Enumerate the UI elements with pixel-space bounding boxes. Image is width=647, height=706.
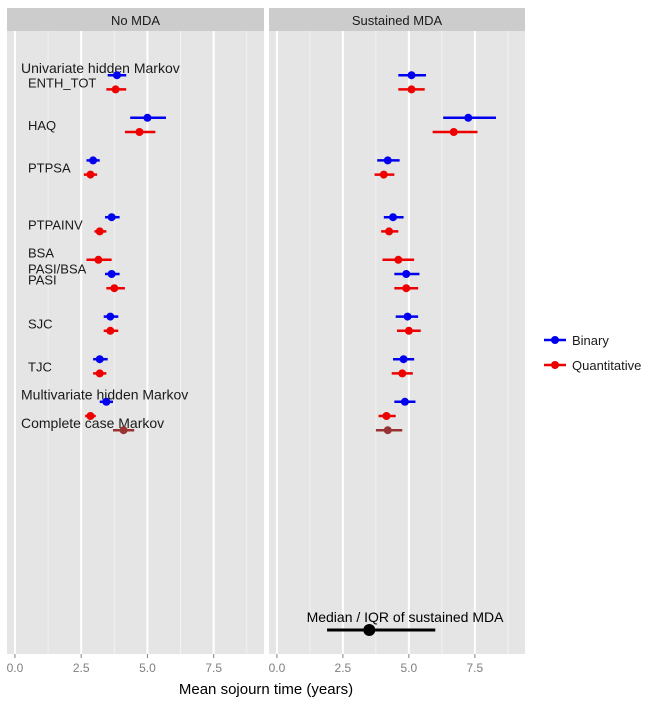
estimate-point: [119, 426, 128, 435]
legend-label: Binary: [572, 333, 609, 348]
facet-label: No MDA: [111, 13, 160, 28]
x-tick-label: 2.5: [73, 661, 90, 675]
estimate-point: [394, 255, 403, 264]
panel-background: [7, 31, 264, 654]
variable-label: SJC: [28, 317, 53, 332]
estimate-point: [399, 355, 408, 364]
x-tick-label: 5.0: [139, 661, 156, 675]
estimate-point: [95, 369, 104, 378]
variable-label: BSA: [28, 246, 54, 261]
estimate-point: [106, 326, 115, 335]
variable-label: PASI/BSA: [28, 261, 87, 276]
median-point: [363, 624, 376, 636]
x-tick-label: 5.0: [401, 661, 418, 675]
estimate-point: [400, 397, 409, 406]
estimate-point: [402, 270, 411, 278]
estimate-point: [111, 85, 120, 94]
estimate-point: [143, 113, 152, 122]
estimate-point: [407, 71, 416, 80]
estimate-point: [89, 156, 98, 165]
estimate-point: [389, 213, 398, 222]
estimate-point: [106, 312, 115, 321]
estimate-point: [385, 227, 394, 236]
estimate-point: [86, 412, 95, 420]
variable-label: PASI: [28, 273, 57, 288]
estimate-point: [383, 426, 392, 435]
group-heading: Multivariate hidden Markov: [21, 387, 188, 403]
panel-background: [269, 31, 525, 654]
estimate-point: [382, 412, 391, 420]
estimate-point: [407, 85, 416, 94]
estimate-point: [403, 312, 412, 321]
legend-label: Quantitative: [572, 358, 641, 373]
estimate-point: [135, 128, 144, 136]
estimate-point: [379, 170, 388, 179]
estimate-point: [110, 284, 119, 293]
estimate-point: [449, 128, 458, 136]
estimate-point: [107, 270, 116, 278]
estimate-point: [383, 156, 392, 165]
variable-label: ENTH_TOT: [28, 75, 96, 90]
estimate-point: [95, 227, 104, 236]
variable-label: TJC: [28, 359, 52, 374]
variable-label: PTPSA: [28, 161, 71, 176]
facet-label: Sustained MDA: [352, 13, 443, 28]
estimate-point: [398, 369, 407, 378]
group-heading: Complete case Markov: [21, 415, 164, 431]
estimate-point: [464, 113, 473, 122]
estimate-point: [94, 255, 103, 264]
x-tick-label: 7.5: [467, 661, 484, 675]
estimate-point: [404, 326, 413, 335]
x-tick-label: 0.0: [7, 661, 24, 675]
legend-key-point: [551, 361, 559, 369]
x-axis-title: Mean sojourn time (years): [179, 681, 353, 698]
legend-key-point: [551, 336, 559, 344]
facet-strip: [269, 8, 525, 31]
median-iqr-label: Median / IQR of sustained MDA: [307, 609, 505, 625]
x-tick-label: 7.5: [205, 661, 222, 675]
x-tick-label: 2.5: [335, 661, 352, 675]
estimate-point: [402, 284, 411, 293]
estimate-point: [112, 71, 121, 80]
estimate-point: [86, 170, 95, 179]
x-tick-label: 0.0: [269, 661, 286, 675]
group-heading: Univariate hidden Markov: [21, 60, 180, 76]
estimate-point: [102, 397, 111, 406]
estimate-point: [107, 213, 116, 222]
variable-label: HAQ: [28, 118, 56, 133]
variable-label: PTPAINV: [28, 217, 83, 232]
estimate-point: [95, 355, 104, 364]
facet-strip: [7, 8, 264, 31]
